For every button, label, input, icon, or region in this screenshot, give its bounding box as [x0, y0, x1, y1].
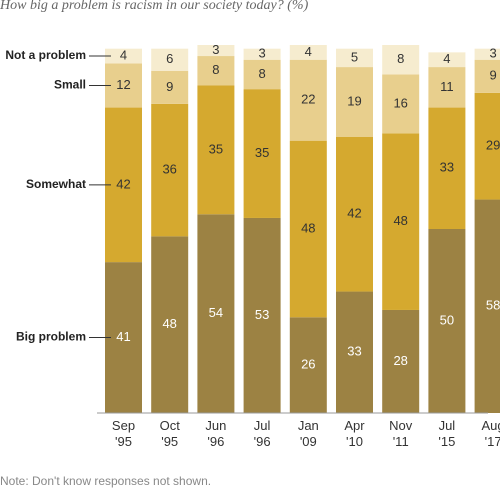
value-label: 8: [397, 51, 404, 66]
value-label: 54: [209, 305, 223, 320]
value-label: 26: [301, 357, 315, 372]
bar-segment: [243, 89, 281, 218]
value-label: 48: [162, 316, 176, 331]
bar-segment: [197, 45, 235, 57]
value-label: 3: [489, 46, 496, 61]
bar-segment: [428, 67, 466, 108]
x-tick-label: Jun '96: [205, 418, 226, 449]
value-label: 36: [162, 162, 176, 177]
value-label: 48: [301, 220, 315, 235]
bar-segment: [105, 48, 142, 64]
value-label: 19: [347, 93, 361, 108]
value-label: 42: [347, 206, 361, 221]
value-label: 8: [212, 62, 219, 77]
value-label: 4: [443, 51, 450, 66]
bar-segment: [151, 70, 189, 104]
bar-segment: [151, 103, 189, 237]
x-tick-label: Aug'17: [482, 418, 500, 449]
value-label: 5: [351, 49, 358, 64]
bar-segment: [105, 107, 142, 263]
bar-segment: [289, 317, 327, 413]
value-label: 3: [258, 46, 265, 61]
bar-segment: [336, 48, 373, 68]
bar-segment: [243, 217, 281, 413]
value-label: 28: [393, 353, 407, 368]
bar-segment: [382, 309, 420, 413]
legend-label: Not a problem: [5, 48, 86, 62]
value-label: 58: [486, 298, 500, 313]
legend-label: Big problem: [16, 330, 86, 344]
value-label: 53: [255, 307, 269, 322]
bar-segment: [197, 56, 235, 86]
bar-segment: [382, 74, 420, 134]
value-label: 29: [486, 138, 500, 153]
x-tick-label: Nov '11: [389, 418, 413, 449]
value-label: 33: [440, 160, 454, 175]
value-label: 16: [393, 95, 407, 110]
value-label: 35: [209, 141, 223, 156]
value-label: 48: [393, 213, 407, 228]
x-tick-label: Sep '95: [112, 418, 135, 449]
value-label: 42: [116, 176, 130, 191]
value-label: 9: [166, 79, 173, 94]
bar-segment: [428, 229, 466, 413]
value-label: 35: [255, 145, 269, 160]
value-label: 4: [305, 44, 312, 59]
value-label: 4: [120, 47, 127, 62]
x-tick-label: Jul '15: [438, 418, 455, 449]
value-label: 22: [301, 92, 315, 107]
bar-segment: [336, 137, 373, 292]
value-label: 3: [212, 42, 219, 57]
legend-label: Somewhat: [26, 177, 86, 191]
value-label: 9: [489, 68, 496, 83]
bar-segment: [336, 291, 373, 413]
value-label: 12: [116, 77, 130, 92]
bar-segment: [428, 107, 466, 229]
bar-segment: [289, 140, 327, 318]
bar-segment: [197, 85, 235, 215]
bar-segment: [151, 48, 189, 71]
chart-title: How big a problem is racism in our socie…: [0, 0, 309, 13]
bar-segment: [289, 59, 327, 141]
x-tick-label: Oct '95: [160, 418, 181, 449]
bar-segment: [336, 67, 373, 137]
value-label: 6: [166, 51, 173, 66]
x-tick-label: Apr '10: [344, 418, 365, 449]
bar-segment: [474, 92, 500, 200]
bar-segment: [382, 133, 420, 310]
value-label: 33: [347, 344, 361, 359]
bar-segment: [243, 48, 281, 60]
bar-segment: [105, 63, 142, 108]
bar-segment: [474, 59, 500, 93]
bar-segment: [382, 45, 420, 75]
note: Note: Don't know responses not shown.: [0, 474, 211, 488]
bar-segment: [289, 45, 327, 60]
bar-segment: [197, 214, 235, 413]
bar-segment: [428, 52, 466, 68]
bar-segment: [474, 199, 500, 413]
bar-segment: [151, 236, 189, 413]
x-tick-label: Jan '09: [298, 418, 319, 449]
bar-segment: [474, 48, 500, 60]
x-tick-label: Jul '96: [254, 418, 271, 449]
legend-label: Small: [54, 78, 86, 92]
value-label: 11: [440, 79, 454, 94]
value-label: 8: [258, 66, 265, 81]
value-label: 50: [440, 312, 454, 327]
value-label: 41: [116, 329, 130, 344]
bar-segment: [243, 59, 281, 90]
bar-segment: [105, 262, 142, 413]
